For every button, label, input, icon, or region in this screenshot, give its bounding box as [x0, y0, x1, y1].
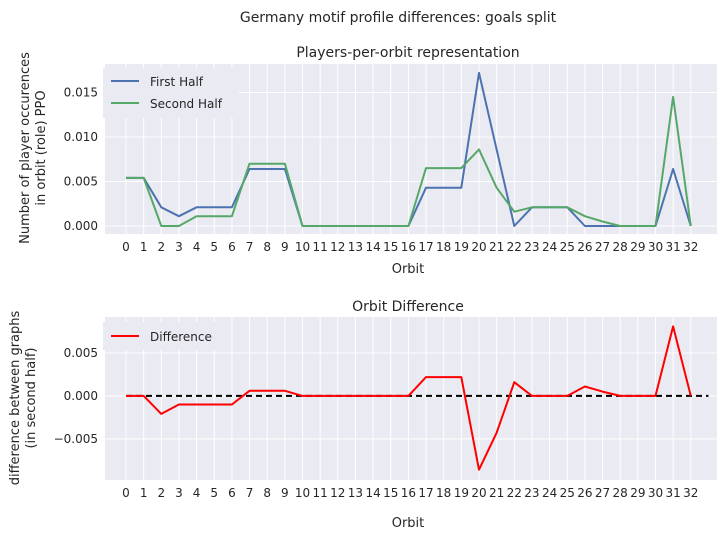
- x-tick-label-ppo: 31: [666, 240, 681, 254]
- x-tick-label-ppo: 16: [401, 240, 416, 254]
- legend-difference: Difference: [103, 322, 223, 350]
- x-tick-label-difference: 22: [507, 486, 522, 500]
- x-tick-label-ppo: 12: [330, 240, 345, 254]
- x-tick-label-difference: 11: [313, 486, 328, 500]
- chart-title-ppo: Players-per-orbit representation: [296, 45, 519, 61]
- x-tick-label-difference: 18: [436, 486, 451, 500]
- x-tick-label-difference: 20: [471, 486, 486, 500]
- x-tick-label-ppo: 9: [281, 240, 289, 254]
- x-tick-label-ppo: 32: [683, 240, 698, 254]
- y-tick-label-difference: 0.000: [64, 389, 98, 403]
- x-tick-label-difference: 23: [524, 486, 539, 500]
- y-ticks-difference: −0.005 0.000 0.005: [54, 346, 98, 446]
- x-tick-label-difference: 12: [330, 486, 345, 500]
- x-tick-label-ppo: 17: [418, 240, 433, 254]
- x-tick-label-difference: 9: [281, 486, 289, 500]
- x-tick-label-ppo: 21: [489, 240, 504, 254]
- legend-label-first-half: First Half: [150, 75, 204, 89]
- chart-title-difference: Orbit Difference: [352, 299, 464, 315]
- x-tick-label-difference: 3: [175, 486, 183, 500]
- x-tick-label-difference: 31: [666, 486, 681, 500]
- x-tick-label-ppo: 15: [383, 240, 398, 254]
- y-tick-label-ppo: 0.000: [64, 219, 98, 233]
- figure-suptitle: Germany motif profile differences: goals…: [240, 10, 557, 26]
- x-tick-label-difference: 8: [263, 486, 271, 500]
- x-tick-label-difference: 17: [418, 486, 433, 500]
- x-tick-label-ppo: 22: [507, 240, 522, 254]
- x-tick-label-difference: 26: [577, 486, 592, 500]
- x-tick-label-ppo: 18: [436, 240, 451, 254]
- x-tick-label-ppo: 27: [595, 240, 610, 254]
- x-tick-label-ppo: 30: [648, 240, 663, 254]
- y-tick-label-ppo: 0.015: [64, 85, 98, 99]
- x-tick-label-ppo: 2: [157, 240, 165, 254]
- x-axis-label-difference: Orbit: [392, 516, 425, 531]
- y-tick-label-difference: −0.005: [54, 432, 98, 446]
- legend-label-difference: Difference: [150, 330, 212, 344]
- x-ticks-difference: 0 1 2 3 4 5 6 7 8 9 10 11 12 13 14 15 16 17 18 19 20 21 22 23 24…: [122, 486, 698, 500]
- x-tick-label-difference: 1: [140, 486, 148, 500]
- x-tick-label-difference: 0: [122, 486, 130, 500]
- y-tick-label-ppo: 0.005: [64, 174, 98, 188]
- x-tick-label-difference: 25: [560, 486, 575, 500]
- x-tick-label-difference: 24: [542, 486, 557, 500]
- x-tick-label-difference: 14: [365, 486, 380, 500]
- x-ticks-ppo: 0 1 2 3 4 5 6 7 8 9 10 11 12 13 14 15 16 17 18 19 20 21 22 23 24…: [122, 240, 698, 254]
- x-tick-label-difference: 32: [683, 486, 698, 500]
- legend-label-second-half: Second Half: [150, 97, 223, 111]
- x-tick-label-ppo: 23: [524, 240, 539, 254]
- x-tick-label-difference: 5: [210, 486, 218, 500]
- x-tick-label-difference: 15: [383, 486, 398, 500]
- x-tick-label-difference: 13: [348, 486, 363, 500]
- x-tick-label-difference: 6: [228, 486, 236, 500]
- x-tick-label-ppo: 26: [577, 240, 592, 254]
- x-tick-label-ppo: 8: [263, 240, 271, 254]
- x-tick-label-ppo: 28: [613, 240, 628, 254]
- x-tick-label-difference: 16: [401, 486, 416, 500]
- x-tick-label-ppo: 3: [175, 240, 183, 254]
- x-tick-label-difference: 10: [295, 486, 310, 500]
- y-tick-label-difference: 0.005: [64, 346, 98, 360]
- y-axis-label-ppo-line2: in orbit (role) PPO: [34, 90, 49, 205]
- x-tick-label-ppo: 13: [348, 240, 363, 254]
- x-tick-label-ppo: 24: [542, 240, 557, 254]
- x-tick-label-difference: 19: [454, 486, 469, 500]
- x-tick-label-ppo: 4: [193, 240, 201, 254]
- y-ticks-ppo: 0.000 0.005 0.010 0.015: [64, 85, 98, 233]
- y-axis-label-ppo-line1: Number of player occurences: [18, 52, 33, 244]
- x-tick-label-ppo: 19: [454, 240, 469, 254]
- x-tick-label-difference: 30: [648, 486, 663, 500]
- x-tick-label-ppo: 10: [295, 240, 310, 254]
- x-tick-label-ppo: 0: [122, 240, 130, 254]
- y-axis-label-difference-line1: difference between graphs: [8, 310, 23, 485]
- x-axis-label-ppo: Orbit: [392, 262, 425, 277]
- x-tick-label-ppo: 11: [313, 240, 328, 254]
- x-tick-label-difference: 21: [489, 486, 504, 500]
- x-tick-label-ppo: 20: [471, 240, 486, 254]
- x-tick-label-ppo: 1: [140, 240, 148, 254]
- x-tick-label-difference: 4: [193, 486, 201, 500]
- y-axis-label-difference-line2: (in second half): [24, 347, 39, 448]
- x-tick-label-ppo: 29: [630, 240, 645, 254]
- x-tick-label-ppo: 5: [210, 240, 218, 254]
- x-tick-label-ppo: 14: [365, 240, 380, 254]
- x-tick-label-difference: 29: [630, 486, 645, 500]
- x-tick-label-ppo: 25: [560, 240, 575, 254]
- x-tick-label-ppo: 6: [228, 240, 236, 254]
- legend-ppo: First Half Second Half: [103, 68, 239, 118]
- x-tick-label-difference: 28: [613, 486, 628, 500]
- y-tick-label-ppo: 0.010: [64, 130, 98, 144]
- x-tick-label-difference: 7: [246, 486, 254, 500]
- x-tick-label-ppo: 7: [246, 240, 254, 254]
- x-tick-label-difference: 27: [595, 486, 610, 500]
- x-tick-label-difference: 2: [157, 486, 165, 500]
